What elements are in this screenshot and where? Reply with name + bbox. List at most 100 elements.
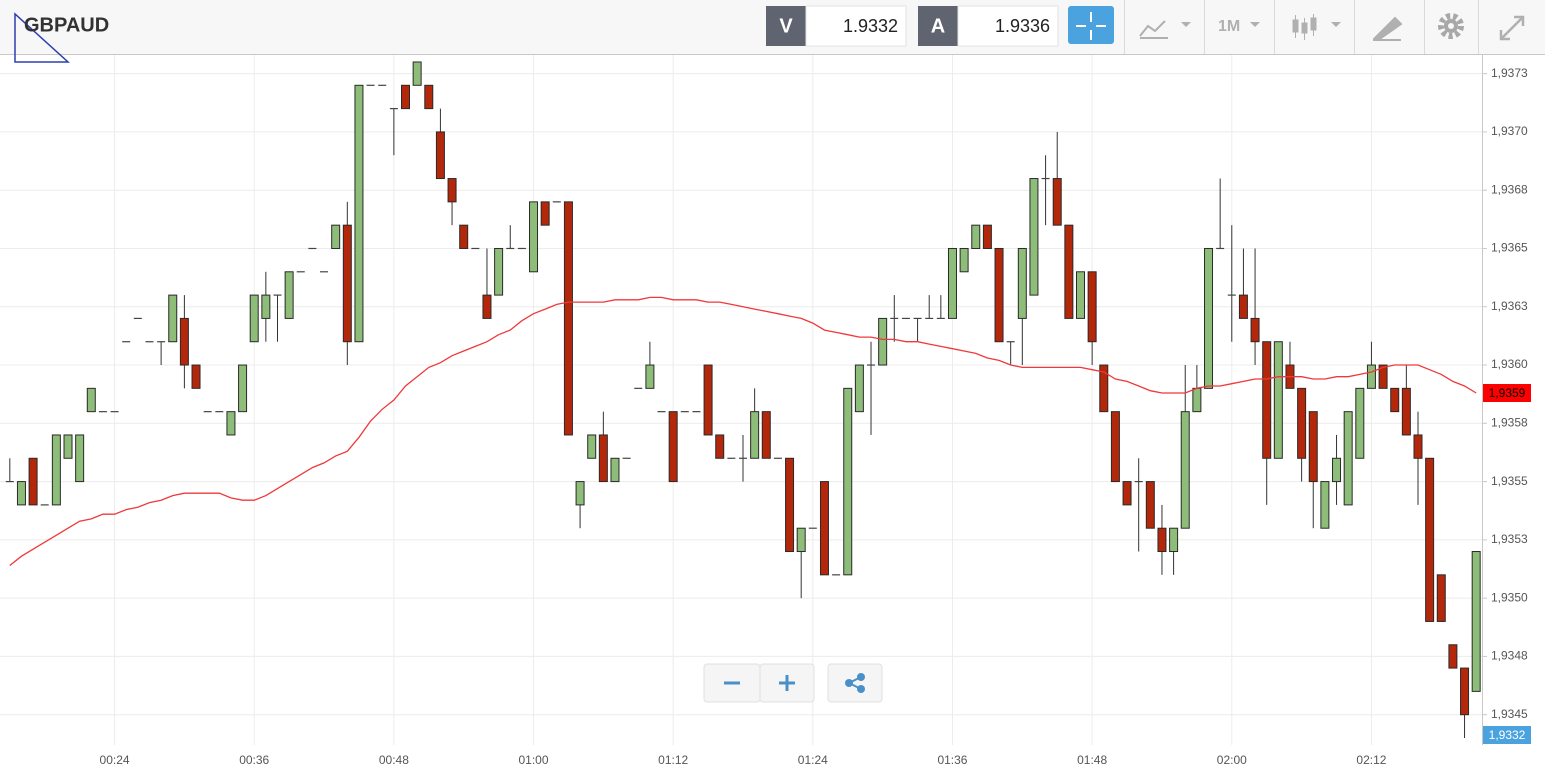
- candle-body: [261, 294, 271, 319]
- x-tick-label: 01:00: [519, 753, 549, 767]
- candle-body: [1238, 294, 1248, 319]
- timeframe[interactable]: 1M: [1218, 18, 1240, 35]
- settings-button[interactable]: [1438, 13, 1464, 39]
- bid-price: 1.9332: [843, 16, 898, 36]
- zoom-out-button[interactable]: [703, 663, 761, 703]
- candle-body: [226, 411, 236, 436]
- candle-body: [459, 224, 469, 249]
- bid-badge: [766, 6, 806, 46]
- candle-body: [1471, 551, 1481, 692]
- candle-body: [878, 317, 888, 366]
- chart-type-button[interactable]: [1139, 20, 1191, 39]
- candle-body: [761, 411, 771, 459]
- candle-body: [51, 434, 61, 506]
- candle-body: [401, 84, 411, 110]
- candle-body: [1169, 527, 1179, 553]
- x-tick-label: 00:24: [100, 753, 130, 767]
- candle-body: [191, 364, 201, 389]
- price-tag: [1483, 384, 1531, 403]
- candle-body: [1448, 644, 1458, 669]
- candle-body: [1145, 481, 1155, 529]
- candle-body: [494, 247, 504, 296]
- candle-body: [785, 457, 795, 553]
- candle-body: [1029, 178, 1039, 296]
- candle-body: [238, 364, 248, 413]
- moving-average: [9, 296, 1477, 567]
- candle-body: [249, 294, 259, 343]
- x-tick-label: 01:24: [798, 753, 828, 767]
- candle-body: [703, 364, 713, 436]
- candle-body: [540, 201, 550, 226]
- ask-label: A: [931, 15, 945, 37]
- x-tick-label: 02:00: [1217, 753, 1247, 767]
- candle-body: [1064, 224, 1074, 319]
- candle-body: [435, 131, 445, 180]
- y-tick-label: 1,9368: [1491, 182, 1528, 196]
- x-tick-label: 00:36: [239, 753, 269, 767]
- candle-style-button[interactable]: [1292, 14, 1341, 40]
- zoom-in-button[interactable]: [759, 663, 815, 703]
- y-tick-label: 1,9370: [1491, 124, 1528, 138]
- candle-body: [982, 224, 992, 249]
- candle-body: [1355, 387, 1365, 459]
- candle-body: [1017, 247, 1027, 319]
- x-tick-label: 02:12: [1356, 753, 1386, 767]
- candle-body: [1180, 411, 1190, 529]
- candle-body: [28, 457, 38, 506]
- symbol: GBPAUD: [24, 14, 109, 36]
- toolbar-separators: [1124, 0, 1479, 54]
- candle-body: [563, 201, 573, 436]
- candle-body: [86, 387, 96, 413]
- candle-body: [16, 481, 26, 506]
- drawing-button[interactable]: [1372, 16, 1403, 41]
- y-tick-label: 1,9358: [1491, 415, 1528, 429]
- candle-body: [1099, 364, 1109, 413]
- candle-body: [796, 527, 806, 553]
- y-tick-label: 1,9365: [1491, 241, 1528, 255]
- candle-body: [1425, 457, 1435, 622]
- candle-body: [1366, 364, 1376, 389]
- candle-body: [1343, 411, 1353, 506]
- candle-body: [598, 434, 608, 483]
- candle-body: [819, 481, 829, 576]
- candle-body: [668, 411, 678, 483]
- candle-body: [1262, 341, 1272, 459]
- candle-body: [284, 271, 294, 319]
- share-button[interactable]: [827, 663, 883, 703]
- fullscreen-button[interactable]: [1499, 15, 1525, 41]
- price-tag: [1483, 726, 1531, 744]
- candle-body: [947, 247, 957, 319]
- price-tag-label: 1,9359: [1489, 386, 1526, 400]
- candle-body: [75, 434, 85, 483]
- zoom-controls: [703, 663, 883, 703]
- candle-body: [412, 61, 422, 86]
- x-tick-label: 01:36: [937, 753, 967, 767]
- y-tick-label: 1,9353: [1491, 532, 1528, 546]
- candle-body: [447, 178, 457, 203]
- plot-area: 1,9345 1,9348 1,9350 1,9353 1,9355 1,9358 1,93…: [0, 55, 1531, 767]
- candle-body: [994, 247, 1004, 343]
- candle-body: [342, 224, 352, 343]
- candle-body: [1157, 527, 1167, 553]
- candle-body: [1320, 481, 1330, 529]
- bid-label: V: [779, 15, 793, 37]
- candle-body: [587, 434, 597, 459]
- candle-body: [354, 84, 364, 343]
- candle-body: [971, 224, 981, 249]
- candle-body: [1087, 271, 1097, 343]
- candle-body: [1250, 317, 1260, 343]
- bid-box: [805, 5, 907, 47]
- candle-body: [1204, 247, 1214, 389]
- candle-body: [645, 364, 655, 389]
- y-tick-label: 1,9373: [1491, 66, 1528, 80]
- candle-body: [715, 434, 725, 459]
- candle-body: [63, 434, 73, 459]
- corner-marker: [14, 12, 70, 63]
- candle-body: [331, 224, 341, 249]
- crosshair-button[interactable]: [1068, 6, 1114, 44]
- candle-body: [1332, 457, 1342, 483]
- timeframe-button[interactable]: 1M: [1218, 18, 1260, 35]
- candle-body: [168, 294, 178, 343]
- y-tick-label: 1,9350: [1491, 590, 1528, 604]
